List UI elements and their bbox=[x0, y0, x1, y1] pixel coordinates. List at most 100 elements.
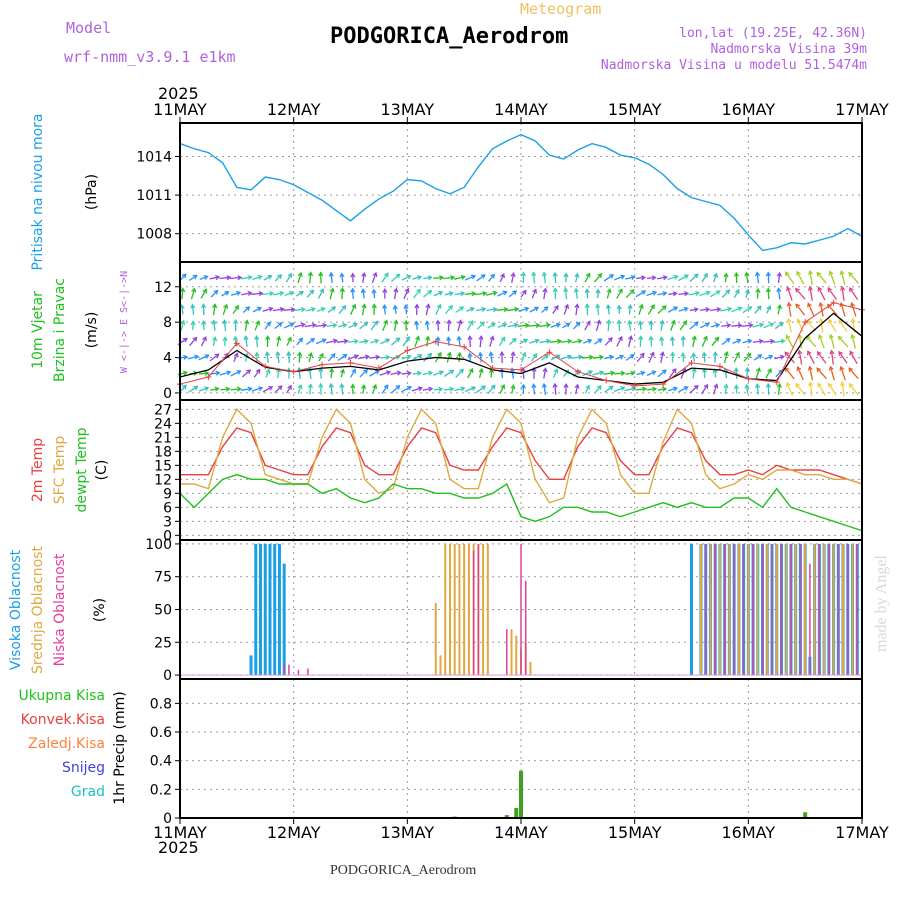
wind-arrow-head bbox=[339, 272, 345, 278]
wind-arrow-head bbox=[723, 383, 729, 389]
wind-arrow-head bbox=[587, 338, 593, 344]
wind-arrow bbox=[604, 385, 614, 393]
mid-cloud-bar bbox=[813, 543, 816, 676]
lonlat-text: lon,lat (19.25E, 42.36N) bbox=[679, 26, 867, 41]
wind-arrow bbox=[724, 273, 727, 283]
wind-arrow bbox=[795, 303, 806, 316]
wind-arrow bbox=[412, 276, 422, 280]
wind-arrow bbox=[181, 288, 184, 300]
wind-gust-marker bbox=[716, 363, 723, 370]
wind-arrow bbox=[190, 288, 196, 300]
wind-arrow-head bbox=[277, 274, 283, 279]
wind-arrow bbox=[329, 288, 334, 300]
wind-arrow-head bbox=[265, 368, 271, 374]
mid-cloud-bar bbox=[823, 543, 826, 676]
wind-ytick-label: 8 bbox=[163, 315, 172, 331]
wind-arrow bbox=[752, 340, 763, 343]
wind-arrow bbox=[411, 387, 423, 392]
wind-arrow-head bbox=[212, 336, 218, 342]
wind-arrow bbox=[255, 336, 259, 348]
wind-arrow bbox=[763, 340, 774, 343]
wind-arrow-head bbox=[556, 338, 562, 344]
wind-arrow bbox=[692, 336, 696, 348]
model-name: wrf-nmm_v3.9.1 e1km bbox=[64, 48, 236, 66]
wind-arrow-head bbox=[651, 275, 657, 281]
wind-arrow-head bbox=[353, 338, 359, 344]
wind-arrow-head bbox=[446, 319, 452, 325]
wind-arrow-head bbox=[779, 354, 785, 360]
x-label-top: 12MAY bbox=[267, 100, 321, 119]
wind-arrow-head bbox=[628, 335, 634, 341]
wind-arrow-head bbox=[435, 336, 441, 342]
wind-arrow-head bbox=[468, 367, 474, 373]
wind-arrow-head bbox=[244, 319, 250, 325]
wind-arrow bbox=[756, 289, 759, 299]
wind-arrow bbox=[501, 368, 504, 379]
wind-arrow-head bbox=[342, 322, 348, 328]
wind-arrow bbox=[295, 291, 304, 297]
x-label-top: 11MAY bbox=[153, 100, 207, 119]
wind-arrow bbox=[330, 383, 333, 395]
wind-arrow bbox=[309, 384, 312, 395]
wind-arrow-head bbox=[328, 271, 334, 277]
wind-arrow-head bbox=[265, 335, 271, 341]
wind-arrow bbox=[393, 288, 398, 300]
low-cloud-bar bbox=[761, 543, 764, 676]
wind-arrow-head bbox=[785, 271, 790, 277]
wind-arrow bbox=[627, 336, 632, 348]
wind-arrow-head bbox=[361, 303, 367, 309]
wind-arrow bbox=[765, 368, 772, 379]
wind-arrow-head bbox=[766, 305, 772, 311]
low-cloud-bar bbox=[828, 543, 830, 676]
wind-arrow bbox=[475, 385, 486, 394]
wind-arrow bbox=[338, 305, 347, 315]
wind-arrow bbox=[499, 273, 505, 283]
wind-arrow-head bbox=[406, 354, 412, 360]
wind-arrow-head bbox=[192, 274, 198, 280]
wind-arrow bbox=[773, 340, 785, 344]
wind-arrow bbox=[615, 355, 624, 360]
wind-arrow-head bbox=[629, 353, 635, 359]
wind-arrow-head bbox=[482, 290, 488, 297]
wind-arrow bbox=[453, 276, 465, 280]
wind-arrow-head bbox=[424, 320, 430, 326]
temp-ytick-label: 0 bbox=[163, 528, 172, 544]
wind-arrow bbox=[326, 324, 337, 328]
wind-arrow bbox=[667, 306, 678, 313]
wind-arrow-head bbox=[747, 306, 753, 311]
wind-arrow bbox=[348, 323, 358, 329]
wind-arrow-head bbox=[693, 321, 699, 327]
wind-arrow-head bbox=[414, 303, 420, 309]
wind-arrow-head bbox=[254, 351, 260, 357]
wind-arrow bbox=[838, 319, 848, 332]
wind-arrow-head bbox=[405, 336, 410, 342]
wind-arrow bbox=[816, 367, 827, 380]
wind-arrow-head bbox=[341, 304, 347, 310]
wind-arrow bbox=[639, 321, 642, 330]
wind-arrow-head bbox=[627, 304, 633, 310]
wind-arrow bbox=[309, 272, 312, 284]
wind-arrow bbox=[796, 271, 805, 285]
wind-arrow-head bbox=[232, 335, 239, 341]
wind-arrow bbox=[795, 383, 806, 396]
wind-arrow-head bbox=[275, 350, 281, 357]
wind-arrow bbox=[616, 288, 623, 299]
wind-arrow bbox=[210, 290, 219, 298]
wind-arrow bbox=[703, 352, 706, 363]
wind-arrow bbox=[539, 324, 550, 328]
wind-arrow-head bbox=[848, 382, 854, 388]
wind-arrow-head bbox=[512, 290, 518, 295]
wind-arrow bbox=[829, 271, 836, 285]
wind-arrow-head bbox=[524, 322, 530, 328]
wind-arrow bbox=[788, 302, 792, 317]
wind-arrow-head bbox=[502, 322, 508, 328]
wind-arrow bbox=[701, 336, 708, 347]
wind-arrow bbox=[660, 352, 664, 363]
wind-arrow-head bbox=[818, 317, 824, 323]
wind-arrow bbox=[541, 354, 549, 361]
high-cloud-bar bbox=[249, 655, 253, 676]
wind-arrow bbox=[251, 275, 262, 281]
temp-ytick-label: 3 bbox=[163, 514, 172, 530]
wind-arrow-head bbox=[363, 338, 369, 344]
wind-arrow-head bbox=[735, 351, 740, 357]
